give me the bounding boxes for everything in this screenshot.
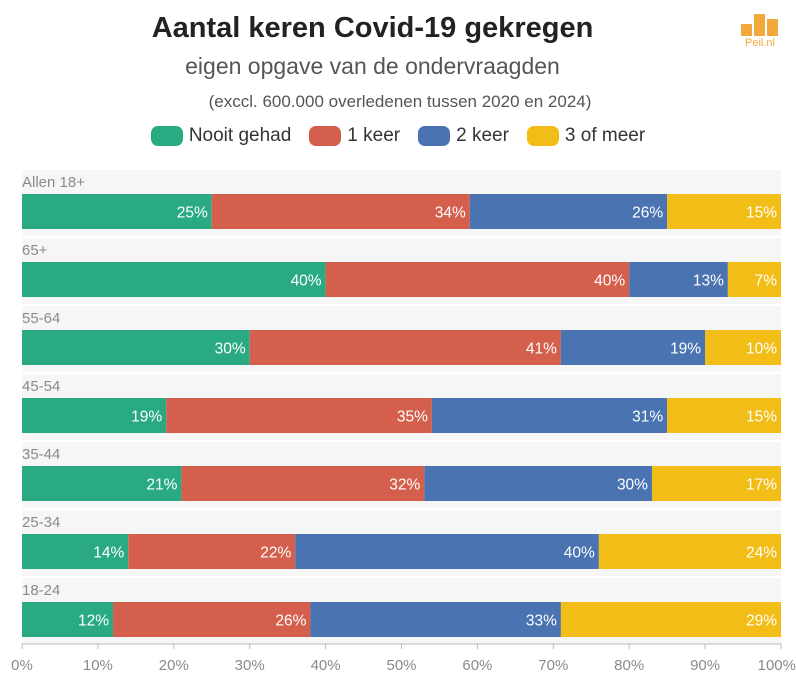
data-label: 21% — [146, 477, 177, 494]
legend-label: 1 keer — [347, 125, 401, 146]
x-tick-label: 80% — [614, 657, 644, 674]
bar-segment-2-keer — [629, 262, 728, 297]
data-label: 19% — [131, 409, 162, 426]
data-label: 14% — [93, 545, 124, 562]
bar-segment-1-keer — [249, 330, 561, 365]
bar-segment-2-keer — [469, 194, 668, 229]
bar-segment-nooit-gehad — [22, 534, 129, 569]
bar-segment-3-of-meer — [651, 466, 781, 501]
bar-segment-1-keer — [166, 398, 432, 433]
data-label: 24% — [746, 545, 777, 562]
x-tick-label: 30% — [235, 657, 265, 674]
category-label: Allen 18+ — [22, 174, 85, 191]
data-label: 34% — [435, 205, 466, 222]
bar-segment-1-keer — [113, 602, 311, 637]
x-tick-label: 40% — [311, 657, 341, 674]
bar-segment-3-of-meer — [667, 194, 781, 229]
bar-segment-3-of-meer — [727, 262, 781, 297]
category-label: 65+ — [22, 242, 48, 259]
x-tick-label: 50% — [386, 657, 416, 674]
logo-bars-icon — [741, 14, 779, 36]
bar-segment-nooit-gehad — [22, 398, 167, 433]
bar-segment-nooit-gehad — [22, 330, 250, 365]
bar-segment-nooit-gehad — [22, 466, 182, 501]
legend-swatch — [418, 126, 451, 146]
legend-item-2-keer: 2 keer — [418, 125, 509, 147]
data-label: 31% — [632, 409, 663, 426]
x-tick-label: 70% — [538, 657, 568, 674]
chart-title: Aantal keren Covid-19 gekregen — [151, 12, 594, 44]
chart-subtitle: eigen opgave van de ondervraagden — [185, 53, 560, 79]
data-label: 12% — [78, 613, 109, 630]
data-label: 7% — [755, 273, 778, 290]
data-label: 19% — [670, 341, 701, 358]
bar-segment-2-keer — [310, 602, 561, 637]
category-label: 45-54 — [22, 378, 60, 395]
bar-segment-3-of-meer — [560, 602, 781, 637]
legend-swatch — [309, 126, 342, 146]
bar-segment-1-keer — [181, 466, 425, 501]
legend-swatch — [526, 126, 559, 146]
category-label: 55-64 — [22, 310, 60, 327]
x-tick-label: 0% — [11, 657, 33, 674]
data-label: 17% — [746, 477, 777, 494]
legend-item-nooit-gehad: Nooit gehad — [150, 125, 292, 147]
data-label: 15% — [746, 409, 777, 426]
legend-item-3-of-meer: 3 of meer — [526, 125, 646, 147]
legend-item-1-keer: 1 keer — [309, 125, 400, 147]
x-tick-label: 10% — [83, 657, 113, 674]
data-label: 41% — [526, 341, 557, 358]
bar-segment-1-keer — [325, 262, 630, 297]
x-tick-label: 90% — [690, 657, 720, 674]
data-label: 25% — [177, 205, 208, 222]
logo-text: Peil.nl — [745, 37, 775, 49]
data-label: 26% — [632, 205, 663, 222]
bar-segment-1-keer — [211, 194, 470, 229]
data-label: 40% — [594, 273, 625, 290]
data-label: 29% — [746, 613, 777, 630]
category-label: 35-44 — [22, 446, 60, 463]
data-label: 30% — [215, 341, 246, 358]
chart-legend: Nooit gehad 1 keer 2 keer 3 of meer — [0, 125, 796, 147]
bar-segment-2-keer — [431, 398, 668, 433]
legend-label: 2 keer — [456, 125, 509, 146]
bar-segment-2-keer — [560, 330, 706, 365]
category-label: 18-24 — [22, 582, 60, 599]
x-tick-label: 100% — [758, 657, 796, 674]
x-tick-label: 60% — [462, 657, 492, 674]
data-label: 22% — [260, 545, 291, 562]
stacked-bar-chart: Allen 18+ 25% 34% 26% 15% 65+ 40% 40% 13% 7% 55-64… — [11, 170, 796, 674]
bar-segment-nooit-gehad — [22, 262, 326, 297]
bar-segment-2-keer — [424, 466, 652, 501]
data-label: 32% — [389, 477, 420, 494]
legend-swatch — [150, 126, 183, 146]
bar-segment-3-of-meer — [705, 330, 781, 365]
x-tick-label: 20% — [159, 657, 189, 674]
legend-label: 3 of meer — [564, 125, 646, 146]
data-label: 40% — [564, 545, 595, 562]
bar-segment-2-keer — [295, 534, 599, 569]
data-label: 26% — [275, 613, 306, 630]
bar-segment-1-keer — [128, 534, 296, 569]
data-label: 10% — [746, 341, 777, 358]
data-label: 35% — [397, 409, 428, 426]
data-label: 13% — [693, 273, 724, 290]
data-label: 30% — [617, 477, 648, 494]
data-label: 15% — [746, 205, 777, 222]
chart-note: (exccl. 600.000 overledenen tussen 2020 … — [208, 92, 592, 111]
bar-segment-nooit-gehad — [22, 602, 114, 637]
category-label: 25-34 — [22, 514, 60, 531]
bar-segment-3-of-meer — [667, 398, 781, 433]
bar-segment-3-of-meer — [598, 534, 781, 569]
bar-segment-nooit-gehad — [22, 194, 212, 229]
legend-label: Nooit gehad — [188, 125, 292, 146]
peil-logo: Peil.nl — [739, 14, 781, 54]
data-label: 33% — [526, 613, 557, 630]
data-label: 40% — [291, 273, 322, 290]
